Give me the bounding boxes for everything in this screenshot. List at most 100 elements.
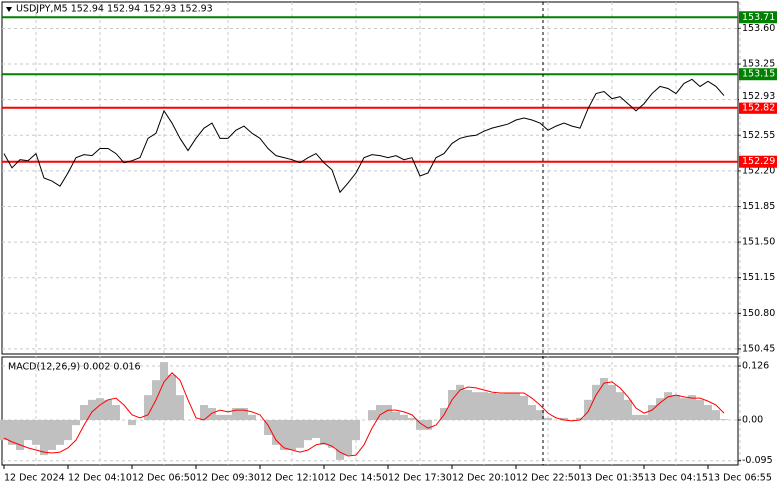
- macd-bar: [248, 414, 256, 420]
- macd-bar: [648, 405, 656, 420]
- macd-bar: [88, 399, 96, 420]
- macd-bar: [176, 395, 184, 420]
- macd-bar: [408, 417, 416, 420]
- macd-bar: [232, 408, 240, 420]
- macd-bar: [352, 420, 360, 441]
- x-tick-label: 13 Dec 06:55: [708, 473, 772, 484]
- y-tick-label: 151.50: [742, 237, 775, 248]
- macd-bar: [72, 420, 80, 426]
- macd-bar: [616, 392, 624, 420]
- macd-bar: [720, 419, 728, 420]
- macd-bar: [608, 384, 616, 420]
- x-tick-label: 12 Dec 17:30: [388, 473, 452, 484]
- macd-bar: [560, 417, 568, 420]
- macd-bar: [672, 395, 680, 420]
- macd-bar: [480, 392, 488, 420]
- x-tick-label: 13 Dec 01:35: [580, 473, 644, 484]
- main-panel: [1, 1, 739, 355]
- macd-bar: [112, 405, 120, 420]
- y-tick-label: 153.60: [742, 23, 775, 34]
- macd-bar: [400, 414, 408, 420]
- macd-bar: [448, 390, 456, 420]
- macd-bar: [320, 420, 328, 445]
- macd-bar: [64, 420, 72, 441]
- x-tick-label: 12 Dec 06:50: [132, 473, 196, 484]
- macd-bar: [80, 405, 88, 420]
- x-tick-label: 12 Dec 04:10: [68, 473, 132, 484]
- macd-bar: [8, 420, 16, 445]
- macd-bar: [104, 399, 112, 420]
- macd-bar: [0, 420, 8, 441]
- y-tick-label: 150.45: [742, 343, 775, 354]
- macd-bar: [632, 414, 640, 420]
- y-tick-label: 152.20: [742, 165, 775, 176]
- macd-bar: [312, 420, 320, 438]
- y-tick-label: 150.80: [742, 308, 775, 319]
- macd-bar: [336, 420, 344, 460]
- macd-bar: [488, 393, 496, 420]
- macd-bar: [504, 393, 512, 420]
- macd-bar: [664, 392, 672, 420]
- macd-bar: [200, 405, 208, 420]
- macd-bar: [280, 420, 288, 450]
- macd-bar: [328, 420, 336, 448]
- macd-bar: [600, 378, 608, 420]
- macd-bar: [272, 420, 280, 445]
- y-tick-label: -0.095: [742, 455, 773, 466]
- macd-bar: [288, 420, 296, 450]
- macd-bar: [296, 420, 304, 448]
- signal-line: [3, 372, 725, 457]
- y-tick-label: 151.85: [742, 201, 775, 212]
- macd-bar: [520, 396, 528, 420]
- x-tick-label: 12 Dec 14:50: [324, 473, 388, 484]
- macd-bar: [128, 420, 136, 426]
- y-tick-label: 152.55: [742, 130, 775, 141]
- macd-bar: [368, 410, 376, 420]
- macd-bar: [344, 420, 352, 456]
- macd-bar: [160, 362, 168, 420]
- macd-bar: [656, 398, 664, 420]
- level-label: 152.82: [742, 102, 775, 113]
- level-label: 152.29: [742, 156, 775, 167]
- macd-bar: [712, 410, 720, 420]
- macd-bar: [144, 395, 152, 420]
- macd-bar: [24, 420, 32, 441]
- y-tick-label: 153.25: [742, 59, 775, 70]
- macd-bar: [392, 411, 400, 420]
- macd-bar: [528, 405, 536, 420]
- macd-bar: [592, 384, 600, 420]
- macd-bar: [168, 375, 176, 420]
- price-line: [3, 78, 725, 194]
- macd-bar: [624, 399, 632, 420]
- x-tick-label: 12 Dec 09:30: [196, 473, 260, 484]
- level-label: 153.71: [742, 12, 775, 23]
- macd-bar: [680, 398, 688, 420]
- y-tick-label: 0.00: [742, 415, 763, 426]
- level-tag: [739, 101, 777, 114]
- macd-bar: [208, 408, 216, 420]
- price-label: 152.93: [742, 91, 775, 102]
- macd-bar: [416, 420, 424, 430]
- macd-bar: [40, 420, 48, 456]
- x-tick-label: 13 Dec 04:15: [644, 473, 708, 484]
- chart-title: USDJPY,M5 152.94 152.94 152.93 152.93: [16, 4, 213, 15]
- macd-bar: [16, 420, 24, 450]
- macd-bar: [456, 384, 464, 420]
- macd-bar: [512, 393, 520, 420]
- macd-bar: [584, 399, 592, 420]
- macd-bar: [424, 420, 432, 430]
- macd-bar: [464, 390, 472, 420]
- x-tick-label: 12 Dec 12:10: [260, 473, 324, 484]
- macd-bar: [304, 420, 312, 441]
- macd-bar: [472, 392, 480, 420]
- macd-bar: [704, 405, 712, 420]
- macd-bar: [96, 398, 104, 420]
- macd-title: MACD(12,26,9) 0.002 0.016: [8, 362, 141, 373]
- macd-bar: [384, 405, 392, 420]
- macd-bar: [224, 414, 232, 420]
- x-tick-label: 12 Dec 22:50: [516, 473, 580, 484]
- macd-bar: [696, 399, 704, 420]
- macd-bar: [640, 414, 648, 420]
